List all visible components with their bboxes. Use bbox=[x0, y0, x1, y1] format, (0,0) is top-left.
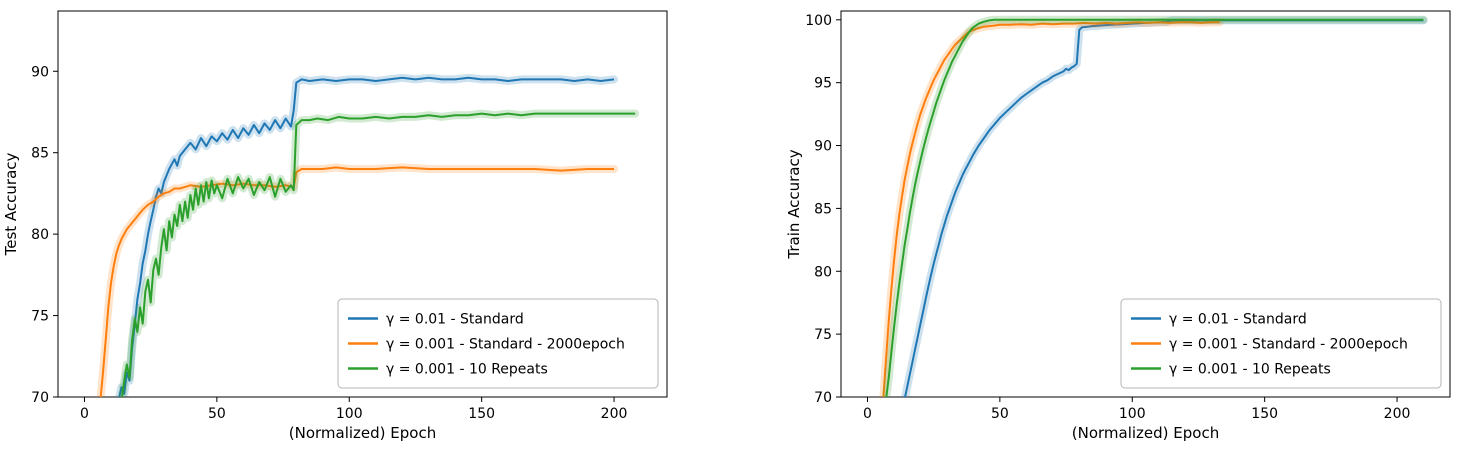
train-accuracy-chart: 0 50 100 150 200 70 75 80 85 90 95 100 (Normalized) … bbox=[783, 0, 1466, 445]
x-axis-label: (Normalized) Epoch bbox=[289, 424, 436, 442]
y-tick-label: 80 bbox=[814, 264, 832, 280]
y-tick-label: 75 bbox=[814, 327, 832, 343]
y-tick-label: 85 bbox=[814, 201, 832, 217]
x-tick-label: 50 bbox=[208, 406, 226, 422]
series-line bbox=[885, 18, 1424, 397]
x-tick-label: 50 bbox=[991, 406, 1009, 422]
legend: γ = 0.01 - Standard γ = 0.001 - Standard … bbox=[337, 298, 659, 389]
legend-label: γ = 0.001 - Standard - 2000epoch bbox=[1169, 337, 1408, 353]
axes: 0 50 100 150 200 70 75 80 85 90 95 100 (Normalized) … bbox=[785, 10, 1451, 442]
series-line bbox=[120, 112, 636, 397]
y-tick-label: 100 bbox=[805, 13, 832, 29]
y-tick-label: 95 bbox=[814, 76, 832, 92]
x-tick-label: 0 bbox=[80, 406, 89, 422]
x-tick-label: 0 bbox=[863, 406, 872, 422]
legend-label: γ = 0.001 - 10 Repeats bbox=[1169, 362, 1331, 378]
x-tick-label: 200 bbox=[601, 406, 628, 422]
x-tick-label: 150 bbox=[468, 406, 495, 422]
y-tick-label: 75 bbox=[31, 309, 49, 325]
test-accuracy-chart: 0 50 100 150 200 70 75 80 85 90 (Normalized) Epoch… bbox=[0, 0, 683, 445]
y-axis-label: Test Accuracy bbox=[2, 152, 20, 256]
y-tick-label: 80 bbox=[31, 227, 49, 243]
legend-label: γ = 0.001 - Standard - 2000epoch bbox=[386, 337, 625, 353]
legend-label: γ = 0.01 - Standard bbox=[1169, 312, 1307, 328]
y-tick-label: 70 bbox=[814, 390, 832, 406]
series-group bbox=[879, 15, 1428, 397]
axes: 0 50 100 150 200 70 75 80 85 90 (Normalized) Epoch… bbox=[2, 10, 668, 442]
plot-svg: 0 50 100 150 200 70 75 80 85 90 95 100 (Normalized) … bbox=[785, 10, 1451, 442]
y-tick-label: 90 bbox=[31, 64, 49, 80]
series-line bbox=[118, 76, 615, 397]
series-line bbox=[882, 21, 1220, 397]
y-tick-label: 70 bbox=[31, 390, 49, 406]
y-tick-label: 85 bbox=[31, 146, 49, 162]
x-axis-label: (Normalized) Epoch bbox=[1072, 424, 1219, 442]
legend-label: γ = 0.01 - Standard bbox=[386, 312, 524, 328]
series-group bbox=[96, 73, 640, 397]
legend-label: γ = 0.001 - 10 Repeats bbox=[386, 362, 548, 378]
x-tick-label: 100 bbox=[1119, 406, 1146, 422]
x-tick-label: 100 bbox=[336, 406, 363, 422]
y-tick-label: 90 bbox=[814, 139, 832, 155]
plot-svg: 0 50 100 150 200 70 75 80 85 90 (Normalized) Epoch… bbox=[2, 10, 668, 442]
x-tick-label: 200 bbox=[1384, 406, 1411, 422]
x-tick-label: 150 bbox=[1251, 406, 1278, 422]
y-axis-label: Train Accuracy bbox=[785, 149, 803, 259]
legend: γ = 0.01 - Standard γ = 0.001 - Standard … bbox=[1120, 298, 1442, 389]
